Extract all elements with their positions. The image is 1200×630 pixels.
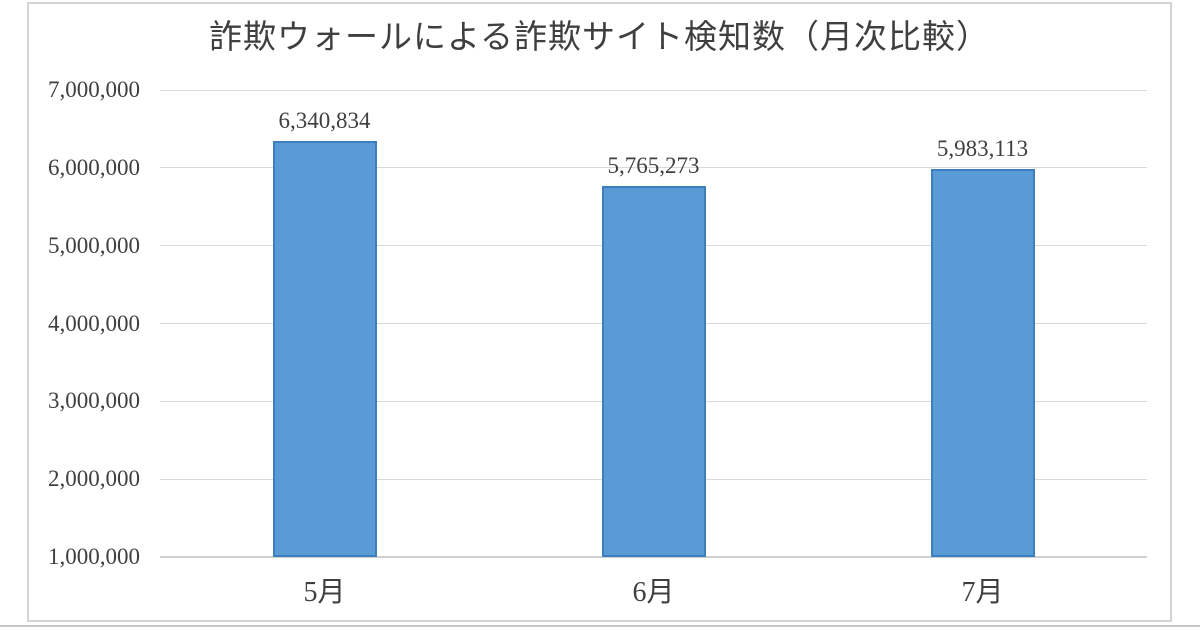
gridline <box>160 167 1147 169</box>
y-axis-tick-label: 2,000,000 <box>48 466 140 492</box>
bar-value-label: 5,983,113 <box>936 136 1029 162</box>
chart-area: 詐欺ウォールによる詐欺サイト検知数（月次比較） 1,000,000 2,000,0… <box>27 2 1172 622</box>
x-axis-category-label: 6月 <box>632 577 675 608</box>
y-axis-tick-label: 1,000,000 <box>48 544 140 569</box>
chart-title: 詐欺ウォールによる詐欺サイト検知数（月次比較） <box>208 20 990 56</box>
x-axis-line <box>160 556 1147 558</box>
y-axis-tick-label: 4,000,000 <box>48 310 140 336</box>
bar-value-label: 6,340,834 <box>278 108 371 134</box>
plot-area <box>160 89 1147 558</box>
y-axis-tick-label: 7,000,000 <box>48 77 140 102</box>
bar-7月 <box>930 169 1035 557</box>
y-axis-tick-label: 6,000,000 <box>48 154 140 180</box>
bar-5月 <box>272 141 377 557</box>
y-axis-tick-label: 3,000,000 <box>48 388 140 414</box>
gridline <box>160 89 1147 91</box>
y-axis-tick-label: 5,000,000 <box>48 232 140 258</box>
x-axis-category-label: 7月 <box>961 577 1004 608</box>
bottom-edge-line <box>0 625 1200 627</box>
bar-6月 <box>601 186 706 557</box>
bar-value-label: 5,765,273 <box>607 153 700 179</box>
x-axis-category-label: 5月 <box>303 577 346 608</box>
